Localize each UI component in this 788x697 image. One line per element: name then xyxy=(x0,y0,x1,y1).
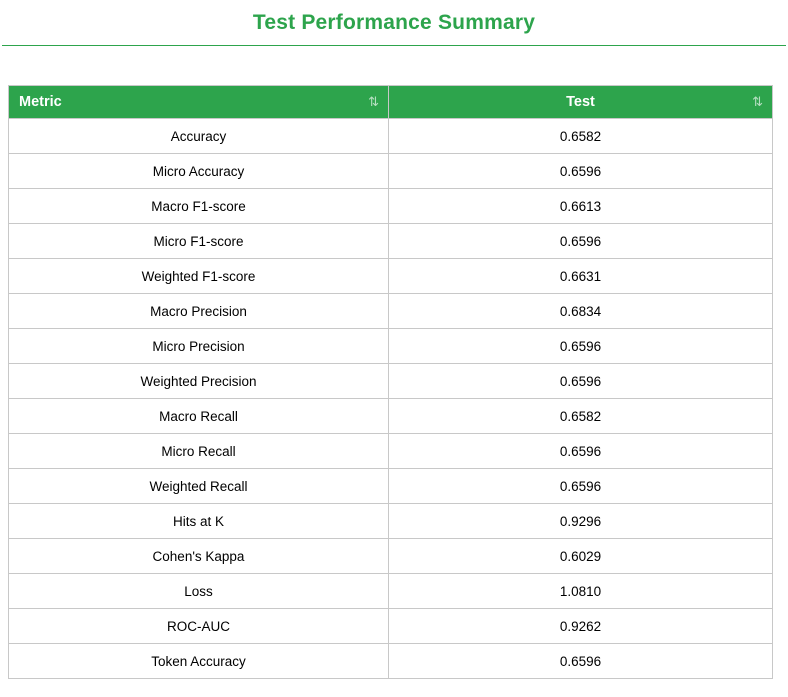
metric-cell: Cohen's Kappa xyxy=(8,538,389,574)
table-header: Metric ⇅ Test ⇅ xyxy=(8,85,773,119)
value-cell: 1.0810 xyxy=(388,573,773,609)
table-row: Weighted Precision 0.6596 xyxy=(8,363,773,399)
metric-cell: Micro Recall xyxy=(8,433,389,469)
column-header-metric-label: Metric xyxy=(19,94,62,110)
value-cell: 0.6029 xyxy=(388,538,773,574)
value-cell: 0.9296 xyxy=(388,503,773,539)
value-cell: 0.6596 xyxy=(388,153,773,189)
value-cell: 0.6613 xyxy=(388,188,773,224)
table-row: Token Accuracy 0.6596 xyxy=(8,643,773,679)
metric-cell: Loss xyxy=(8,573,389,609)
table-row: Accuracy 0.6582 xyxy=(8,118,773,154)
table-row: Micro F1-score 0.6596 xyxy=(8,223,773,259)
metric-cell: Macro Precision xyxy=(8,293,389,329)
value-cell: 0.6596 xyxy=(388,363,773,399)
column-header-metric[interactable]: Metric ⇅ xyxy=(8,85,389,119)
table-row: Micro Recall 0.6596 xyxy=(8,433,773,469)
table-row: Micro Accuracy 0.6596 xyxy=(8,153,773,189)
value-cell: 0.6596 xyxy=(388,643,773,679)
column-header-test[interactable]: Test ⇅ xyxy=(388,85,773,119)
metric-cell: Macro Recall xyxy=(8,398,389,434)
value-cell: 0.6582 xyxy=(388,118,773,154)
metric-cell: Micro Accuracy xyxy=(8,153,389,189)
table-row: Micro Precision 0.6596 xyxy=(8,328,773,364)
table-row: Loss 1.0810 xyxy=(8,573,773,609)
table-row: Cohen's Kappa 0.6029 xyxy=(8,538,773,574)
table-row: ROC-AUC 0.9262 xyxy=(8,608,773,644)
table-row: Macro Precision 0.6834 xyxy=(8,293,773,329)
metric-cell: Accuracy xyxy=(8,118,389,154)
title-divider xyxy=(2,45,786,46)
value-cell: 0.6631 xyxy=(388,258,773,294)
metric-cell: Weighted F1-score xyxy=(8,258,389,294)
metric-cell: Hits at K xyxy=(8,503,389,539)
sort-icon[interactable]: ⇅ xyxy=(752,94,763,109)
metric-cell: Weighted Recall xyxy=(8,468,389,504)
metric-cell: Token Accuracy xyxy=(8,643,389,679)
table-body: Accuracy 0.6582 Micro Accuracy 0.6596 Ma… xyxy=(8,118,773,679)
metric-cell: Weighted Precision xyxy=(8,363,389,399)
metric-cell: Micro Precision xyxy=(8,328,389,364)
value-cell: 0.6596 xyxy=(388,223,773,259)
page-title: Test Performance Summary xyxy=(252,11,536,34)
table-row: Macro F1-score 0.6613 xyxy=(8,188,773,224)
table-row: Hits at K 0.9296 xyxy=(8,503,773,539)
column-header-test-label: Test xyxy=(566,94,595,110)
metric-cell: Micro F1-score xyxy=(8,223,389,259)
table-header-row: Metric ⇅ Test ⇅ xyxy=(8,85,773,119)
performance-table: Metric ⇅ Test ⇅ Accuracy 0.6582 Micro Ac… xyxy=(8,85,773,679)
value-cell: 0.9262 xyxy=(388,608,773,644)
metric-cell: Macro F1-score xyxy=(8,188,389,224)
table-row: Weighted F1-score 0.6631 xyxy=(8,258,773,294)
metric-cell: ROC-AUC xyxy=(8,608,389,644)
sort-icon[interactable]: ⇅ xyxy=(368,94,379,109)
value-cell: 0.6596 xyxy=(388,468,773,504)
value-cell: 0.6582 xyxy=(388,398,773,434)
table-row: Weighted Recall 0.6596 xyxy=(8,468,773,504)
value-cell: 0.6596 xyxy=(388,433,773,469)
value-cell: 0.6834 xyxy=(388,293,773,329)
value-cell: 0.6596 xyxy=(388,328,773,364)
table-row: Macro Recall 0.6582 xyxy=(8,398,773,434)
